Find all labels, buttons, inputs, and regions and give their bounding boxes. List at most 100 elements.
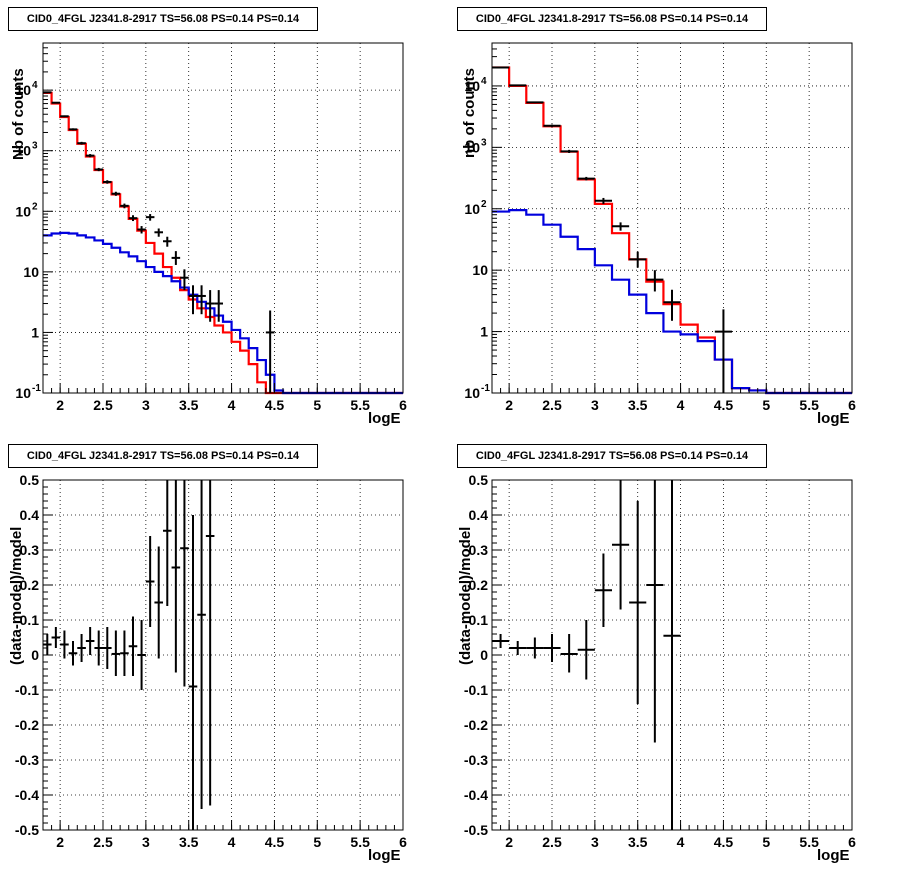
data-point — [646, 270, 664, 292]
y-tick-label: 10 — [464, 78, 480, 94]
y-tick-label: 0.2 — [20, 577, 40, 593]
y-tick-label-exponent: 3 — [32, 141, 38, 152]
chart-panel-top-left: 2 2.5 3 3.5 4 4.5 5 5.5 6 10 -1 1 10 10 2 10 3 10 4 CID0_4… — [0, 0, 449, 437]
y-tick-label: 10 — [15, 203, 31, 219]
y-tick-label: 10 — [464, 201, 480, 217]
data-point — [188, 285, 198, 315]
data-point — [103, 627, 112, 669]
x-axis-label: logE — [368, 410, 401, 427]
x-tick-label: 2.5 — [93, 834, 113, 850]
x-tick-label: 3.5 — [628, 834, 648, 850]
data-point — [145, 214, 155, 221]
data-point — [629, 251, 647, 268]
data-point — [543, 634, 561, 662]
data-point — [197, 285, 206, 315]
y-axis-label: (data-model)/model — [8, 526, 25, 665]
x-axis-label: logE — [368, 847, 401, 864]
y-tick-label: -0.5 — [464, 822, 488, 838]
data-point — [154, 546, 163, 659]
data-point — [526, 101, 544, 104]
x-tick-label: 2 — [505, 834, 513, 850]
x-tick-label: 3.5 — [179, 397, 199, 413]
data-point — [68, 641, 78, 666]
y-tick-label: 10 — [23, 264, 39, 280]
x-axis-label: logE — [817, 847, 850, 864]
x-tick-label: 2 — [505, 397, 513, 413]
x-tick-label: 4 — [677, 834, 685, 850]
x-tick-label: 2.5 — [542, 834, 562, 850]
series-line-1 — [492, 209, 852, 395]
y-tick-label: -0.2 — [15, 717, 39, 733]
x-tick-label: 2.5 — [93, 397, 113, 413]
x-tick-label: 2.5 — [542, 397, 562, 413]
y-tick-label-exponent: 2 — [481, 199, 487, 210]
data-point — [577, 176, 595, 181]
series-line-0 — [492, 66, 852, 395]
data-point — [265, 310, 275, 393]
data-point — [128, 215, 138, 222]
x-tick-label: 4.5 — [714, 834, 734, 850]
y-axis-label: (data-model)/model — [457, 526, 474, 665]
data-point — [171, 251, 181, 265]
x-tick-label: 5.5 — [350, 397, 370, 413]
x-tick-label: 5.5 — [350, 834, 370, 850]
y-tick-label-exponent: 2 — [32, 201, 38, 212]
residual-plot-right: 2 2.5 3 3.5 4 4.5 5 5.5 6 -0.5 -0.4 -0.3 -0.2 -0.1 0 0.… — [464, 472, 856, 850]
x-tick-label: 5.5 — [799, 397, 819, 413]
data-point — [51, 101, 61, 104]
y-tick-label: -0.5 — [15, 822, 39, 838]
x-tick-label: 6 — [848, 397, 856, 413]
y-tick-label: 1 — [31, 324, 39, 340]
data-point — [77, 141, 86, 145]
chart-panel-bottom-right: 2 2.5 3 3.5 4 4.5 5 5.5 6 -0.5 -0.4 -0.3 -0.2 -0.1 0 0.… — [449, 437, 898, 874]
data-point — [560, 149, 578, 153]
x-tick-label: 5 — [313, 397, 321, 413]
data-point — [560, 634, 578, 673]
y-tick-label: 0 — [480, 647, 488, 663]
y-tick-label: -0.1 — [15, 682, 39, 698]
data-point — [137, 620, 146, 690]
data-point — [577, 620, 595, 680]
y-tick-label-exponent: 3 — [481, 137, 487, 148]
data-point — [163, 480, 172, 606]
x-tick-label: 4.5 — [265, 834, 285, 850]
x-tick-label: 3 — [591, 397, 599, 413]
x-tick-label: 3 — [142, 397, 150, 413]
data-point — [137, 226, 146, 234]
x-tick-label: 2 — [56, 397, 64, 413]
y-tick-label-exponent: 4 — [32, 80, 38, 91]
chart-title: CID0_4FGL J2341.8-2917 TS=56.08 PS=0.14 … — [8, 7, 318, 31]
y-tick-label: 0.4 — [469, 507, 489, 523]
data-point — [85, 154, 95, 158]
chart-panel-top-right: 2 2.5 3 3.5 4 4.5 5 5.5 6 10 -1 1 10 10 2 10 3 10 4 CID0_4… — [449, 0, 898, 437]
y-tick-label: 10 — [472, 262, 488, 278]
y-tick-label: -0.1 — [464, 682, 488, 698]
data-point — [85, 627, 95, 655]
y-tick-label: 10 — [464, 139, 480, 155]
x-tick-label: 5 — [313, 834, 321, 850]
x-tick-label: 3.5 — [179, 834, 199, 850]
x-tick-label: 5 — [762, 397, 770, 413]
series-line-0 — [43, 91, 403, 395]
x-tick-label: 5.5 — [799, 834, 819, 850]
x-tick-label: 6 — [399, 397, 407, 413]
x-tick-label: 3 — [142, 834, 150, 850]
y-tick-label: 1 — [480, 324, 488, 340]
y-tick-label: -0.3 — [464, 752, 488, 768]
data-point — [94, 167, 103, 172]
data-point — [594, 553, 612, 627]
data-point — [128, 616, 138, 676]
y-tick-label-exponent: 4 — [481, 76, 487, 87]
y-tick-label: 0.1 — [20, 612, 40, 628]
data-point — [145, 536, 155, 627]
x-tick-label: 3 — [591, 834, 599, 850]
data-point — [663, 480, 681, 830]
data-point — [163, 236, 172, 247]
data-point — [629, 501, 647, 704]
x-tick-label: 4 — [228, 397, 236, 413]
plot-frame — [491, 42, 853, 394]
y-tick-label: 10 — [15, 82, 31, 98]
data-point — [205, 480, 215, 806]
